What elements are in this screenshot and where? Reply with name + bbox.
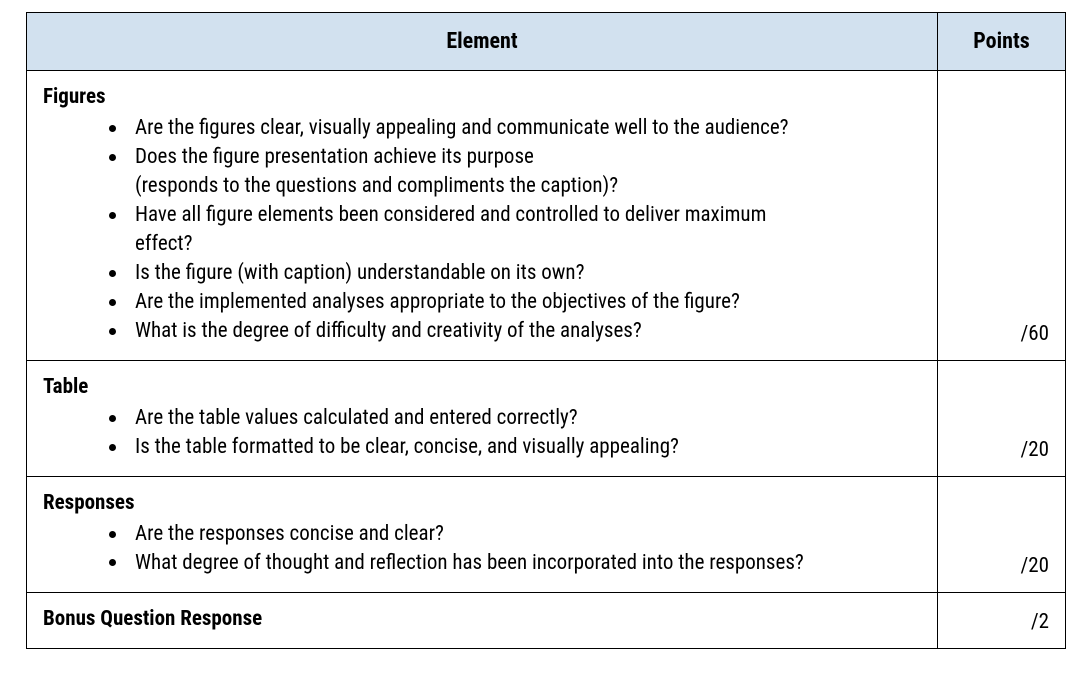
table-row: Bonus Question Response/2 xyxy=(27,592,1066,648)
points-cell: /20 xyxy=(938,360,1066,476)
header-points: Points xyxy=(938,13,1066,71)
list-item: Is the table formatted to be clear, conc… xyxy=(109,433,921,462)
bullet-text: Are the implemented analyses appropriate… xyxy=(135,290,740,314)
points-cell: /2 xyxy=(938,592,1066,648)
header-element: Element xyxy=(27,13,938,71)
list-item: Are the figures clear, visually appealin… xyxy=(109,114,921,143)
element-cell: Bonus Question Response xyxy=(27,592,938,648)
section-title: Figures xyxy=(43,83,921,112)
rubric-table: Element Points Figures Are the figures cl… xyxy=(26,12,1066,649)
bullet-list: Are the figures clear, visually appealin… xyxy=(43,114,921,346)
rubric-body: Figures Are the figures clear, visually a… xyxy=(27,71,1066,649)
list-item: Have all figure elements been considered… xyxy=(109,201,921,259)
bullet-text: Are the responses concise and clear? xyxy=(135,522,444,546)
bullet-text: Does the figure presentation achieve its… xyxy=(135,145,534,169)
element-cell: ResponsesAre the responses concise and c… xyxy=(27,476,938,592)
table-row: Table Are the table values calculated and… xyxy=(27,360,1066,476)
points-cell: /20 xyxy=(938,476,1066,592)
list-item: Are the implemented analyses appropriate… xyxy=(109,288,921,317)
list-item: What degree of thought and reflection ha… xyxy=(109,549,921,578)
bullet-text: Are the table values calculated and ente… xyxy=(135,406,578,430)
bullet-subtext: (responds to the questions and complimen… xyxy=(135,172,921,201)
bullet-list: Are the responses concise and clear? What… xyxy=(43,520,921,578)
list-item: Is the figure (with caption) understanda… xyxy=(109,259,921,288)
section-title: Bonus Question Response xyxy=(43,605,921,634)
rubric-container: Element Points Figures Are the figures cl… xyxy=(0,0,1092,675)
list-item: Does the figure presentation achieve its… xyxy=(109,143,921,201)
list-item: Are the table values calculated and ente… xyxy=(109,404,921,433)
bullet-text: What is the degree of difficulty and cre… xyxy=(135,319,642,343)
list-item: Are the responses concise and clear? xyxy=(109,520,921,549)
section-title: Table xyxy=(43,373,921,402)
bullet-text: What degree of thought and reflection ha… xyxy=(135,551,804,575)
element-cell: Figures Are the figures clear, visually a… xyxy=(27,71,938,361)
bullet-list: Are the table values calculated and ente… xyxy=(43,404,921,462)
list-item: What is the degree of difficulty and cre… xyxy=(109,317,921,346)
bullet-subtext: effect? xyxy=(135,230,921,259)
bullet-text: Is the table formatted to be clear, conc… xyxy=(135,435,679,459)
bullet-text: Are the figures clear, visually appealin… xyxy=(135,116,789,140)
table-row: ResponsesAre the responses concise and c… xyxy=(27,476,1066,592)
points-cell: /60 xyxy=(938,71,1066,361)
bullet-text: Is the figure (with caption) understanda… xyxy=(135,261,584,285)
table-row: Figures Are the figures clear, visually a… xyxy=(27,71,1066,361)
header-row: Element Points xyxy=(27,13,1066,71)
section-title: Responses xyxy=(43,489,921,518)
bullet-text: Have all figure elements been considered… xyxy=(135,203,766,227)
element-cell: Table Are the table values calculated and… xyxy=(27,360,938,476)
